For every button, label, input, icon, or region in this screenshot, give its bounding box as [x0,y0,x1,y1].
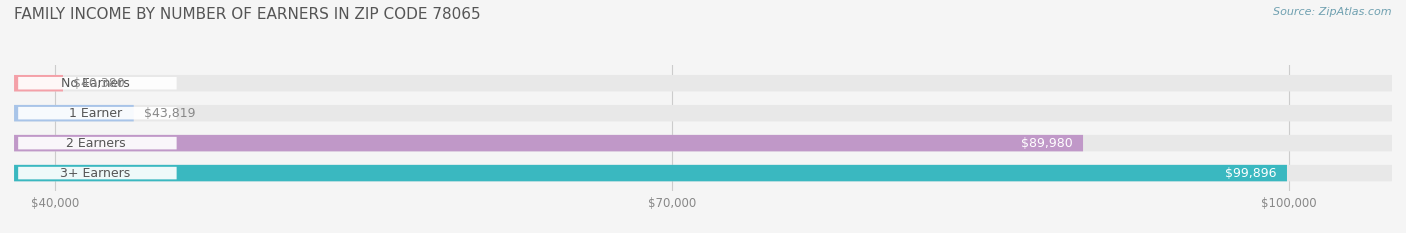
Text: 1 Earner: 1 Earner [69,107,122,120]
Text: No Earners: No Earners [60,77,129,90]
FancyBboxPatch shape [14,165,1286,181]
Text: $43,819: $43,819 [143,107,195,120]
FancyBboxPatch shape [14,135,1392,151]
FancyBboxPatch shape [14,75,63,92]
FancyBboxPatch shape [14,105,1392,121]
FancyBboxPatch shape [14,75,1392,92]
FancyBboxPatch shape [14,105,134,121]
Text: $40,380: $40,380 [73,77,125,90]
FancyBboxPatch shape [18,77,177,89]
Text: FAMILY INCOME BY NUMBER OF EARNERS IN ZIP CODE 78065: FAMILY INCOME BY NUMBER OF EARNERS IN ZI… [14,7,481,22]
Text: $89,980: $89,980 [1021,137,1073,150]
FancyBboxPatch shape [18,167,177,179]
FancyBboxPatch shape [14,165,1392,181]
Text: 2 Earners: 2 Earners [66,137,125,150]
FancyBboxPatch shape [18,107,177,120]
Text: $99,896: $99,896 [1225,167,1277,180]
FancyBboxPatch shape [18,137,177,149]
Text: 3+ Earners: 3+ Earners [60,167,131,180]
Text: Source: ZipAtlas.com: Source: ZipAtlas.com [1274,7,1392,17]
FancyBboxPatch shape [14,135,1083,151]
